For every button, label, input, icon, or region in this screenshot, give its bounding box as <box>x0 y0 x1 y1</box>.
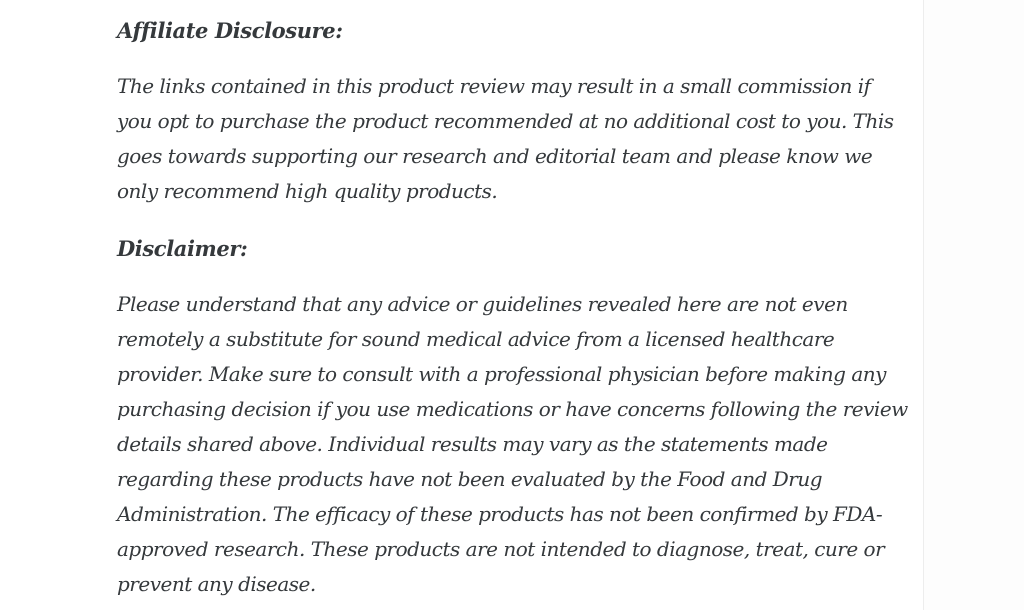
text-line: Administration. The efficacy of these pr… <box>117 502 883 526</box>
text-line: purchasing decision if you use medicatio… <box>117 397 908 421</box>
text-line: prevent any disease. <box>117 572 316 596</box>
text-line: provider. Make sure to consult with a pr… <box>117 362 886 386</box>
affiliate-disclosure-paragraph: The links contained in this product revi… <box>117 69 920 209</box>
text-line: remotely a substitute for sound medical … <box>117 327 835 351</box>
page-right-gutter <box>925 0 1024 610</box>
text-line: only recommend high quality products. <box>117 179 498 203</box>
article-page-card: Affiliate Disclosure: The links containe… <box>117 0 924 610</box>
affiliate-disclosure-heading: Affiliate Disclosure: <box>117 18 343 43</box>
article-content: Affiliate Disclosure: The links containe… <box>117 13 920 602</box>
text-line: goes towards supporting our research and… <box>117 144 873 168</box>
disclaimer-paragraph: Please understand that any advice or gui… <box>117 287 920 602</box>
section-affiliate-disclosure: Affiliate Disclosure: The links containe… <box>117 13 920 209</box>
text-line: regarding these products have not been e… <box>117 467 823 491</box>
text-line: approved research. These products are no… <box>117 537 885 561</box>
text-line: you opt to purchase the product recommen… <box>117 109 894 133</box>
text-line: Please understand that any advice or gui… <box>117 292 848 316</box>
text-line: The links contained in this product revi… <box>117 74 871 98</box>
section-disclaimer: Disclaimer: Please understand that any a… <box>117 231 920 602</box>
text-line: details shared above. Individual results… <box>117 432 828 456</box>
disclaimer-heading: Disclaimer: <box>117 236 248 261</box>
